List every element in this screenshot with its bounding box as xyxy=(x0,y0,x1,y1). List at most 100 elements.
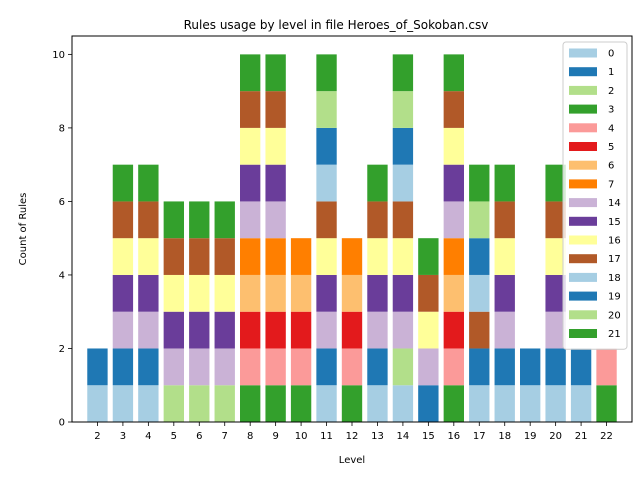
bar-segment xyxy=(469,274,490,312)
legend-swatch xyxy=(569,123,597,133)
bar-segment xyxy=(367,201,388,239)
bar-segment xyxy=(112,385,134,422)
bar-segment xyxy=(494,348,515,386)
bar-segment xyxy=(189,385,210,422)
bar-segment xyxy=(494,311,515,349)
bar-segment xyxy=(341,311,363,349)
y-tick-label: 8 xyxy=(59,123,65,134)
bar-segment xyxy=(265,274,286,312)
legend-label: 19 xyxy=(608,292,621,303)
x-tick-label: 7 xyxy=(222,431,228,442)
legend-label: 21 xyxy=(608,329,621,340)
bar-segment xyxy=(469,201,490,239)
legend-label: 17 xyxy=(608,254,621,265)
legend-label: 0 xyxy=(608,49,614,60)
bar-segment xyxy=(392,238,414,275)
bar-segment xyxy=(265,311,286,349)
bar-segment xyxy=(418,385,439,422)
y-tick-label: 0 xyxy=(59,418,65,429)
x-tick-label: 4 xyxy=(145,431,151,442)
x-axis-label: Level xyxy=(339,455,365,466)
x-tick-label: 13 xyxy=(371,431,384,442)
bar-segment xyxy=(316,164,337,202)
bar-segment xyxy=(418,238,439,275)
bar-segment xyxy=(545,385,566,422)
legend-swatch xyxy=(569,48,597,58)
bar-segment xyxy=(316,385,337,422)
bar-segment xyxy=(265,164,286,202)
bar-segment xyxy=(392,127,414,165)
bar-segment xyxy=(494,201,515,239)
legend-label: 5 xyxy=(608,142,614,153)
bar-segment xyxy=(316,311,337,349)
bar-segment xyxy=(138,164,159,202)
bar-segment xyxy=(290,274,312,312)
bar-segment xyxy=(392,385,414,422)
bar-segment xyxy=(189,274,210,312)
bar-segment xyxy=(138,274,159,312)
bar-segment xyxy=(367,385,388,422)
bar-segment xyxy=(392,311,414,349)
bar-segment xyxy=(240,385,261,422)
bar-segment xyxy=(545,348,566,386)
bar-segment xyxy=(367,238,388,275)
legend-label: 3 xyxy=(608,105,614,116)
legend-swatch xyxy=(569,160,597,170)
y-axis-label: Count of Rules xyxy=(18,193,29,266)
y-tick-label: 4 xyxy=(59,270,65,281)
bar-segment xyxy=(418,274,439,312)
bar-segment xyxy=(138,238,159,275)
bar-segment xyxy=(367,311,388,349)
legend-label: 7 xyxy=(608,179,614,190)
bar-segment xyxy=(520,348,541,386)
bar-segment xyxy=(469,164,490,202)
x-tick-label: 21 xyxy=(575,431,588,442)
x-tick-label: 11 xyxy=(320,431,333,442)
x-tick-label: 2 xyxy=(94,431,100,442)
bar-segment xyxy=(392,54,414,92)
bar-segment xyxy=(214,348,235,386)
legend-swatch xyxy=(569,179,597,189)
bar-segment xyxy=(545,201,566,239)
bar-segment xyxy=(214,238,235,275)
chart-title: Rules usage by level in file Heroes_of_S… xyxy=(184,18,489,32)
bar-segment xyxy=(494,164,515,202)
legend-label: 18 xyxy=(608,273,621,284)
bar-segment xyxy=(392,164,414,202)
x-tick-label: 20 xyxy=(549,431,562,442)
legend-label: 4 xyxy=(608,123,614,134)
bar-segment xyxy=(290,311,312,349)
bar-segment xyxy=(112,274,134,312)
bar-segment xyxy=(240,348,261,386)
bar-segment xyxy=(367,348,388,386)
bar-segment xyxy=(341,348,363,386)
x-tick-label: 19 xyxy=(524,431,537,442)
bar-segment xyxy=(316,274,337,312)
x-axis: 2 3 4 5 6 7 8 9 10 11 12 13 14 15 16 17 18 19 20 21 22 xyxy=(94,422,613,442)
legend-swatch xyxy=(569,85,597,95)
x-tick-label: 6 xyxy=(196,431,202,442)
bar-segment xyxy=(163,201,184,239)
bar-segment xyxy=(545,311,566,349)
bar-segment xyxy=(163,385,184,422)
bar-segment xyxy=(290,348,312,386)
bar-segment xyxy=(341,274,363,312)
bar-segment xyxy=(189,201,210,239)
bar-segment xyxy=(443,238,464,275)
bar-segment xyxy=(316,91,337,128)
x-tick-label: 22 xyxy=(600,431,613,442)
bar-segment xyxy=(443,274,464,312)
bar-segment xyxy=(240,201,261,239)
bar-segment xyxy=(443,91,464,128)
bar-segment xyxy=(214,385,235,422)
bar-segment xyxy=(469,385,490,422)
bar-segment xyxy=(163,311,184,349)
bar-segment xyxy=(545,238,566,275)
bar-segment xyxy=(570,385,592,422)
bar-segment xyxy=(240,54,261,92)
bar-segment xyxy=(163,348,184,386)
legend-label: 16 xyxy=(608,236,621,247)
x-tick-label: 5 xyxy=(171,431,177,442)
bar-segment xyxy=(392,201,414,239)
bar-segment xyxy=(469,311,490,349)
